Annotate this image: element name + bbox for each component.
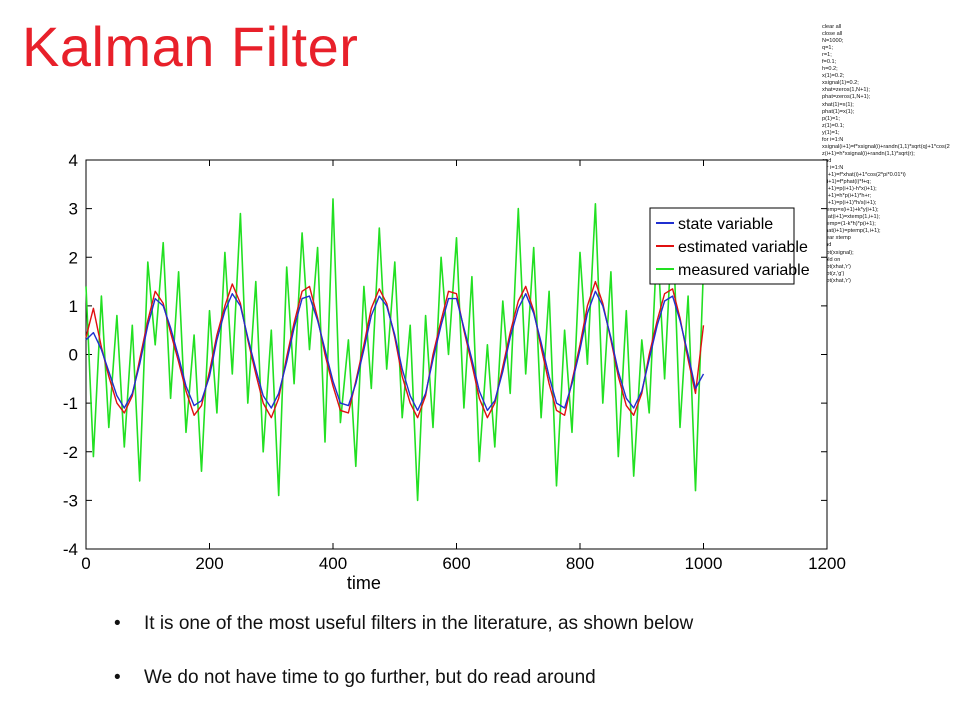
y-tick-label: -2 xyxy=(63,443,78,462)
code-line: h=0.2; xyxy=(822,66,838,73)
legend-label: state variable xyxy=(678,216,773,233)
code-line: phat(i+1)=ptemp(1,i+1); xyxy=(822,228,881,235)
y-tick-label: 1 xyxy=(69,297,78,316)
code-line: phat(1)=x(1); xyxy=(822,108,855,115)
code-line: xsignal(i+1)=f*xsignal(i)+randn(1,1)*sqr… xyxy=(822,143,950,150)
code-line: clear xtemp xyxy=(822,235,851,242)
bullet-item: • It is one of the most useful filters i… xyxy=(112,610,693,638)
x-tick-label: 1000 xyxy=(685,554,723,573)
y-tick-label: 2 xyxy=(69,248,78,267)
code-line: r=1; xyxy=(822,52,832,59)
code-listing: clear all close all N=1000; q=1; r=1; f=0.1; h… xyxy=(822,24,954,285)
code-line: close all xyxy=(822,31,843,38)
code-line: x(1)=0.2; xyxy=(822,73,845,80)
code-line: k(i+1)=p(i+1)*h/s(i+1); xyxy=(822,200,877,207)
code-line: z(1)=0.1; xyxy=(822,122,845,129)
code-line: y(i+1)=p(i+1)-h*x(i+1); xyxy=(822,186,877,193)
code-line: xhat(1)=x(1); xyxy=(822,101,854,108)
code-line: xsignal(1)=0.2; xyxy=(822,80,859,87)
legend-label: measured variable xyxy=(678,262,810,279)
code-line: f=0.1; xyxy=(822,59,837,66)
code-line: q=1; xyxy=(822,45,834,52)
code-line: plot(xhat,'r') xyxy=(822,277,851,284)
x-tick-label: 800 xyxy=(566,554,594,573)
bullet-text: We do not have time to go further, but d… xyxy=(144,667,596,688)
code-line: p(i+1)=f*phat(i)*f+q; xyxy=(822,179,871,186)
slide-title: Kalman Filter xyxy=(22,15,359,78)
code-line: clear all xyxy=(822,24,842,30)
x-axis-label: time xyxy=(347,573,381,593)
code-line: z(i+1)=h*xsignal(i)+randn(1,1)*sqrt(r); xyxy=(822,150,915,157)
legend-label: estimated variable xyxy=(678,239,808,256)
y-tick-label: -1 xyxy=(63,394,78,413)
code-line: plot(z,'g') xyxy=(822,270,845,277)
code-line: s(i+1)=h*p(i+1)*h+r; xyxy=(822,193,872,200)
code-line: plot(xsignal); xyxy=(822,249,854,256)
code-line: xhat=zeros(1,N+1); xyxy=(822,87,870,94)
code-line: for i=1:N xyxy=(822,136,844,143)
series-line-state-variable xyxy=(85,290,705,412)
y-tick-label: -4 xyxy=(63,540,78,559)
bullet-dot-icon: • xyxy=(114,613,121,634)
code-line: ptemp=(1-k*h)*p(i+1); xyxy=(822,221,876,228)
code-line: xhat(i+1)=xtemp(1,i+1); xyxy=(822,214,880,221)
code-line: N=1000; xyxy=(822,38,844,45)
y-tick-label: 3 xyxy=(69,200,78,219)
code-line: x(i+1)=f*xhat(i)+1*cos(2*pi*0.01*i) xyxy=(822,171,906,178)
x-tick-label: 1200 xyxy=(808,554,846,573)
code-line: plot(xhat,'r') xyxy=(822,263,851,270)
code-line: phat=zeros(1,N+1); xyxy=(822,94,871,101)
y-tick-label: -3 xyxy=(63,491,78,510)
bullet-list: • It is one of the most useful filters i… xyxy=(112,610,693,692)
x-tick-label: 600 xyxy=(442,554,470,573)
code-line: y(1)=1; xyxy=(822,129,840,136)
code-line: p(1)=1; xyxy=(822,115,840,122)
y-tick-label: 4 xyxy=(69,151,78,170)
bullet-dot-icon: • xyxy=(114,667,121,688)
bullet-text: It is one of the most useful filters in … xyxy=(144,613,694,634)
bullet-item: • We do not have time to go further, but… xyxy=(112,664,693,692)
x-tick-label: 400 xyxy=(319,554,347,573)
code-line: xtemp=x(i+1)+k*y(i+1); xyxy=(822,207,879,214)
x-tick-label: 0 xyxy=(81,554,90,573)
y-tick-label: 0 xyxy=(69,346,78,365)
x-tick-label: 200 xyxy=(195,554,223,573)
